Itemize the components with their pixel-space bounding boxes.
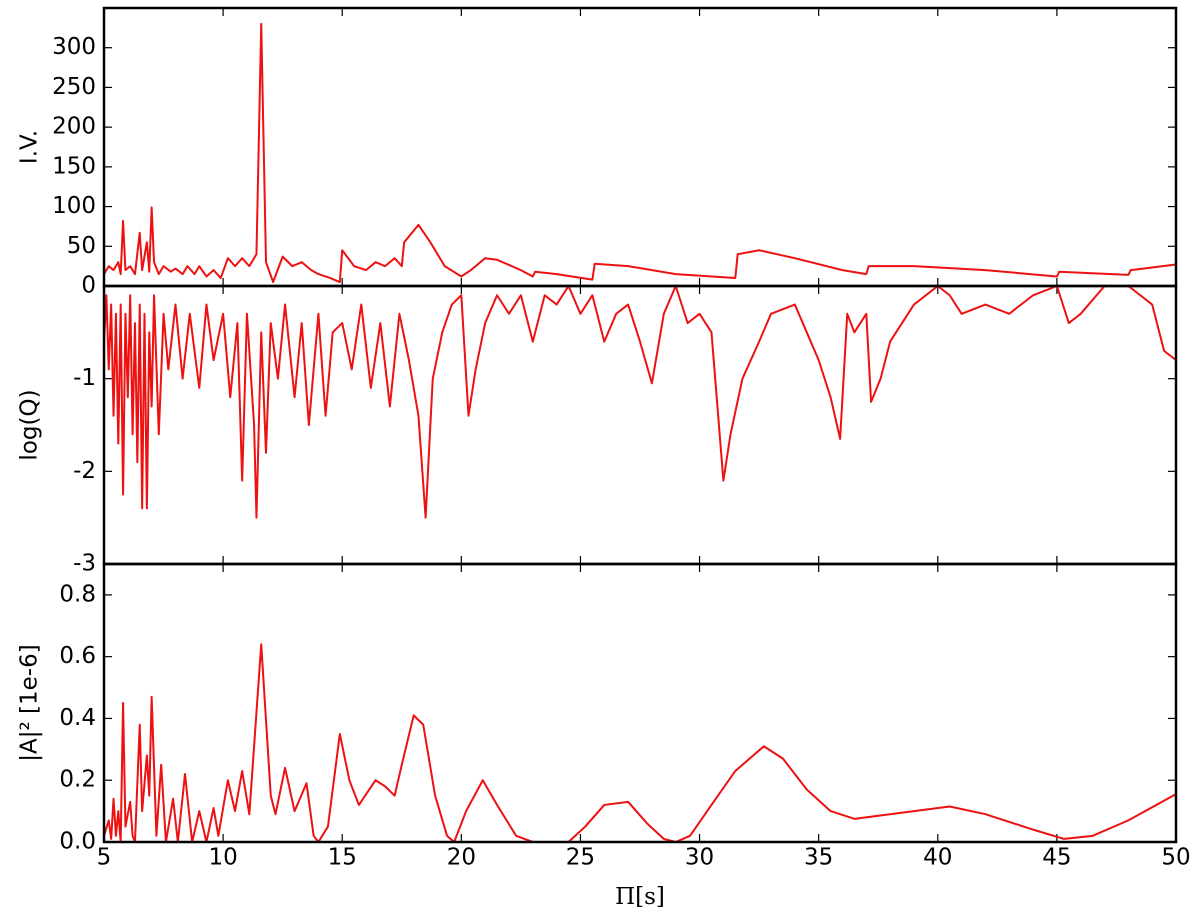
data-line — [103, 643, 1177, 843]
x-tick-label: 25 — [566, 845, 595, 871]
x-tick-label: 5 — [97, 845, 112, 871]
y-axis-label: |A|² [1e-6] — [17, 644, 43, 761]
y-tick-label: 0.8 — [59, 581, 96, 607]
y-axis-label: I.V. — [17, 130, 43, 164]
x-tick-label: 45 — [1042, 845, 1071, 871]
x-tick-label: 50 — [1161, 845, 1190, 871]
x-axis-label: Π[s] — [615, 884, 665, 910]
y-tick-label: 100 — [52, 193, 96, 219]
y-tick-label: 0.2 — [59, 767, 96, 793]
x-tick-label: 40 — [923, 845, 952, 871]
y-tick-label: 300 — [52, 34, 96, 60]
y-tick-label: 0.0 — [59, 829, 96, 855]
data-line — [103, 285, 1177, 519]
y-tick-label: -1 — [73, 365, 96, 391]
y-tick-label: 0 — [81, 273, 96, 299]
y-tick-label: 50 — [67, 233, 96, 259]
x-tick-label: 20 — [447, 845, 476, 871]
y-tick-label: -3 — [73, 551, 96, 577]
panel-frame — [102, 562, 1178, 844]
x-tick-label: 10 — [208, 845, 237, 871]
y-axis-label: log(Q) — [17, 389, 43, 460]
y-tick-label: 200 — [52, 114, 96, 140]
y-tick-label: 0.4 — [59, 705, 96, 731]
x-tick-label: 35 — [804, 845, 833, 871]
y-tick-label: 0.6 — [59, 643, 96, 669]
x-tick-label: 15 — [328, 845, 357, 871]
data-line — [103, 22, 1177, 284]
y-tick-label: 150 — [52, 153, 96, 179]
y-tick-label: -2 — [73, 458, 96, 484]
y-tick-label: 250 — [52, 74, 96, 100]
x-tick-label: 30 — [685, 845, 714, 871]
